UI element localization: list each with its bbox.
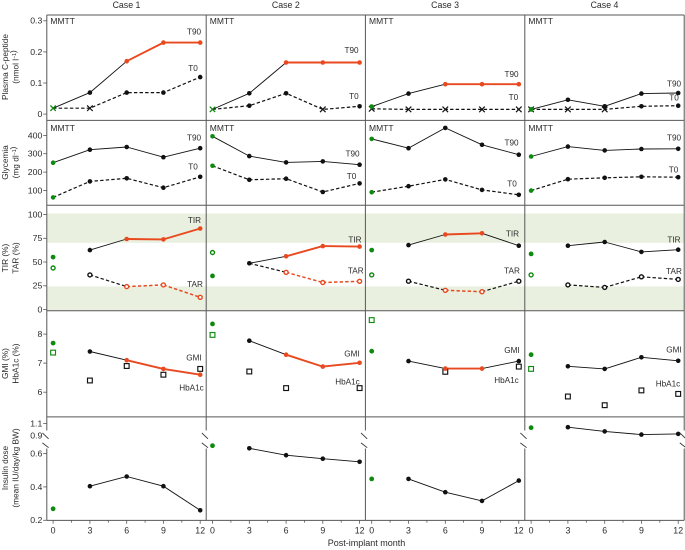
- svg-text:1.1: 1.1: [30, 418, 42, 428]
- svg-text:T90: T90: [344, 46, 359, 55]
- svg-text:MMTT: MMTT: [50, 123, 75, 133]
- svg-text:TIR: TIR: [667, 235, 680, 244]
- svg-text:0: 0: [37, 109, 42, 119]
- svg-text:9: 9: [639, 525, 644, 535]
- svg-text:3: 3: [565, 525, 570, 535]
- svg-text:12: 12: [355, 525, 365, 535]
- svg-text:TIR: TIR: [188, 216, 201, 225]
- svg-text:75: 75: [33, 233, 43, 243]
- svg-text:T0: T0: [347, 172, 357, 181]
- svg-text:300: 300: [28, 149, 43, 159]
- svg-text:(nmol l−1): (nmol l−1): [8, 50, 21, 84]
- svg-text:400: 400: [28, 130, 43, 140]
- svg-text:GMI: GMI: [666, 346, 681, 355]
- svg-text:0.9: 0.9: [30, 431, 42, 441]
- svg-text:0: 0: [529, 525, 534, 535]
- svg-text:0.3: 0.3: [30, 16, 42, 26]
- svg-text:T90: T90: [187, 134, 202, 143]
- svg-text:TAR: TAR: [187, 280, 203, 289]
- svg-text:T90: T90: [345, 150, 360, 159]
- svg-text:3: 3: [87, 525, 92, 535]
- svg-text:50: 50: [33, 257, 43, 267]
- svg-text:T0: T0: [507, 180, 517, 189]
- svg-text:T90: T90: [504, 70, 519, 79]
- svg-text:8: 8: [37, 329, 42, 339]
- svg-text:6: 6: [284, 525, 289, 535]
- svg-text:(mg dl−1): (mg dl−1): [8, 146, 21, 178]
- svg-text:TAR (%): TAR (%): [11, 242, 21, 273]
- svg-text:Post-implant month: Post-implant month: [328, 538, 406, 548]
- svg-text:12: 12: [514, 525, 524, 535]
- svg-text:200: 200: [28, 167, 43, 177]
- svg-text:TIR: TIR: [506, 230, 519, 239]
- svg-text:HbA1c: HbA1c: [494, 376, 519, 385]
- svg-text:3: 3: [406, 525, 411, 535]
- svg-text:100: 100: [28, 210, 43, 220]
- svg-text:Glycemia: Glycemia: [0, 145, 10, 180]
- svg-text:T0: T0: [188, 163, 198, 172]
- svg-text:0.4: 0.4: [30, 482, 42, 492]
- svg-text:0: 0: [37, 304, 42, 314]
- svg-text:T0: T0: [669, 94, 679, 103]
- svg-text:T0: T0: [509, 93, 519, 102]
- svg-text:Plasma C-peptide: Plasma C-peptide: [0, 34, 10, 100]
- svg-text:MMTT: MMTT: [369, 16, 394, 26]
- svg-text:Case 1: Case 1: [113, 0, 141, 10]
- svg-text:Case 4: Case 4: [591, 0, 619, 10]
- svg-text:3: 3: [247, 525, 252, 535]
- svg-text:100: 100: [28, 185, 43, 195]
- svg-text:T90: T90: [667, 134, 682, 143]
- svg-text:MMTT: MMTT: [50, 16, 75, 26]
- svg-text:GMI: GMI: [344, 350, 359, 359]
- svg-text:T90: T90: [187, 28, 202, 37]
- svg-text:MMTT: MMTT: [369, 123, 394, 133]
- svg-text:GMI (%): GMI (%): [0, 348, 10, 379]
- svg-text:Case 3: Case 3: [431, 0, 459, 10]
- svg-text:12: 12: [673, 525, 683, 535]
- svg-text:(mean IU/day/kg BW): (mean IU/day/kg BW): [11, 428, 21, 508]
- svg-text:MMTT: MMTT: [210, 123, 235, 133]
- svg-text:9: 9: [320, 525, 325, 535]
- svg-text:TIR (%): TIR (%): [0, 243, 10, 272]
- svg-text:TIR: TIR: [348, 235, 361, 244]
- svg-text:12: 12: [195, 525, 205, 535]
- svg-text:TAR: TAR: [504, 266, 520, 275]
- svg-text:0.6: 0.6: [30, 448, 42, 458]
- svg-text:GMI: GMI: [186, 353, 201, 362]
- svg-text:0.2: 0.2: [30, 515, 42, 525]
- svg-text:HbA1c: HbA1c: [179, 384, 204, 393]
- svg-text:9: 9: [161, 525, 166, 535]
- svg-text:T0: T0: [349, 92, 359, 101]
- svg-text:T0: T0: [188, 64, 198, 73]
- svg-text:GMI: GMI: [504, 346, 519, 355]
- svg-text:MMTT: MMTT: [528, 123, 553, 133]
- svg-text:0.1: 0.1: [30, 78, 42, 88]
- svg-text:6: 6: [37, 387, 42, 397]
- svg-text:HbA1c: HbA1c: [656, 380, 681, 389]
- svg-text:6: 6: [124, 525, 129, 535]
- svg-text:7: 7: [37, 358, 42, 368]
- svg-text:T90: T90: [667, 80, 682, 89]
- svg-text:HbA1c (%): HbA1c (%): [11, 343, 21, 383]
- svg-text:6: 6: [443, 525, 448, 535]
- svg-text:T90: T90: [504, 138, 519, 147]
- svg-text:Case 2: Case 2: [272, 0, 300, 10]
- svg-text:0: 0: [210, 525, 215, 535]
- svg-text:9: 9: [480, 525, 485, 535]
- svg-text:TAR: TAR: [348, 266, 364, 275]
- svg-text:0.2: 0.2: [30, 47, 42, 57]
- svg-text:MMTT: MMTT: [528, 16, 553, 26]
- svg-text:25: 25: [33, 281, 43, 291]
- svg-text:MMTT: MMTT: [210, 16, 235, 26]
- svg-text:T0: T0: [669, 165, 679, 174]
- svg-text:0: 0: [51, 525, 56, 535]
- svg-text:TAR: TAR: [666, 267, 682, 276]
- svg-text:6: 6: [602, 525, 607, 535]
- svg-text:HbA1c: HbA1c: [335, 378, 360, 387]
- svg-text:Insulin dose: Insulin dose: [0, 445, 10, 490]
- svg-text:0: 0: [369, 525, 374, 535]
